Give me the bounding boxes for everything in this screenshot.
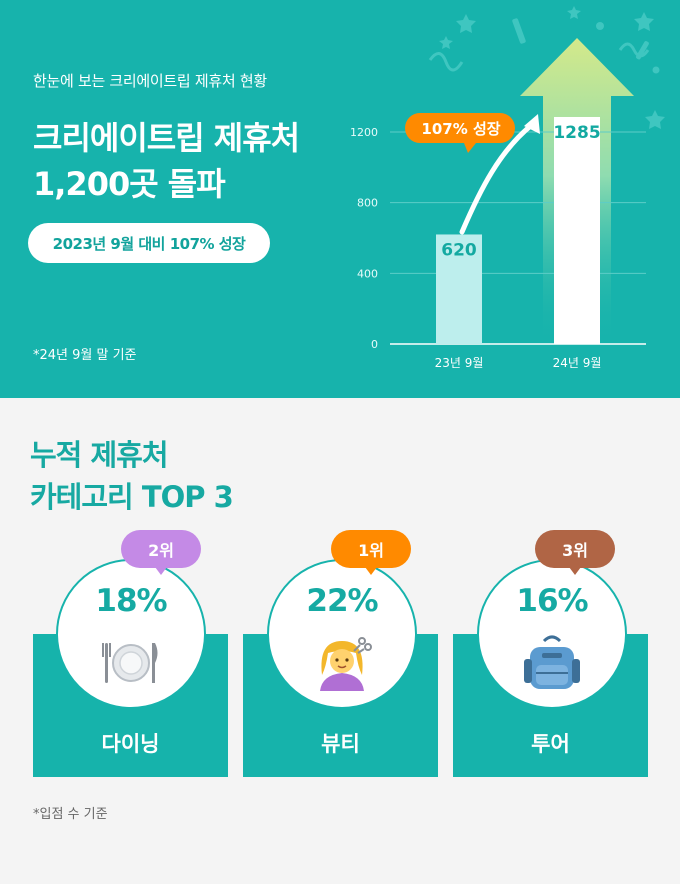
bar-chart: 0 400 800 1200 620 1285 23년 9월 24년 9월 107% 성장 xyxy=(350,6,665,370)
chart-x-labels: 23년 9월 24년 9월 xyxy=(435,356,602,370)
chart-bars: 620 1285 xyxy=(436,116,601,344)
bar-2 xyxy=(554,116,600,344)
bar-1 xyxy=(436,234,482,344)
category-section-title: 누적 제휴처 카테고리 TOP 3 xyxy=(30,434,234,518)
category-label: 다이닝 xyxy=(101,732,160,756)
rank-badge-3: 3위 xyxy=(535,530,615,575)
top-banner: 한눈에 보는 크리에이트립 제휴처 현황 크리에이트립 제휴처 1,200곳 돌… xyxy=(0,0,680,398)
category-label: 뷰티 xyxy=(321,732,360,756)
plate-cutlery-icon xyxy=(102,643,158,683)
category-circle-beauty: 22% xyxy=(267,559,417,709)
category-footnote: *입점 수 기준 xyxy=(33,807,108,822)
category-title-line-1: 누적 제휴처 xyxy=(30,438,168,472)
banner-footnote: *24년 9월 말 기준 xyxy=(33,348,137,363)
category-percent: 16% xyxy=(516,583,588,619)
headline-line-2: 1,200곳 돌파 xyxy=(33,165,226,203)
y-tick-label: 1200 xyxy=(350,126,378,139)
bar-value-label: 620 xyxy=(441,240,477,260)
backpack-icon xyxy=(524,635,580,689)
growth-annotation-label: 107% 성장 xyxy=(421,120,500,138)
y-tick-label: 0 xyxy=(371,338,378,351)
category-circle-dining: 18% xyxy=(56,559,206,709)
bar-value-label: 1285 xyxy=(553,123,600,143)
category-percent: 22% xyxy=(306,583,378,619)
rank-badge-1: 1위 xyxy=(331,530,411,575)
banner-headline: 크리에이트립 제휴처 1,200곳 돌파 xyxy=(33,115,300,207)
rank-badge-2: 2위 xyxy=(121,530,201,575)
growth-curve-arrow xyxy=(459,114,540,235)
x-tick-label: 24년 9월 xyxy=(553,356,602,370)
headline-line-1: 크리에이트립 제휴처 xyxy=(33,119,300,157)
banner-subtitle: 한눈에 보는 크리에이트립 제휴처 현황 xyxy=(33,72,267,90)
category-title-line-2: 카테고리 TOP 3 xyxy=(30,480,234,514)
category-percent: 18% xyxy=(95,583,167,619)
confetti-decoration xyxy=(428,6,665,129)
growth-annotation: 107% 성장 xyxy=(405,113,515,153)
y-tick-label: 400 xyxy=(357,267,378,280)
category-circle-tour: 16% xyxy=(477,559,627,709)
category-label: 투어 xyxy=(531,732,570,756)
growth-pill: 2023년 9월 대비 107% 성장 xyxy=(28,223,270,263)
haircut-woman-icon xyxy=(320,637,372,691)
x-tick-label: 23년 9월 xyxy=(435,356,484,370)
y-tick-label: 800 xyxy=(357,197,378,210)
